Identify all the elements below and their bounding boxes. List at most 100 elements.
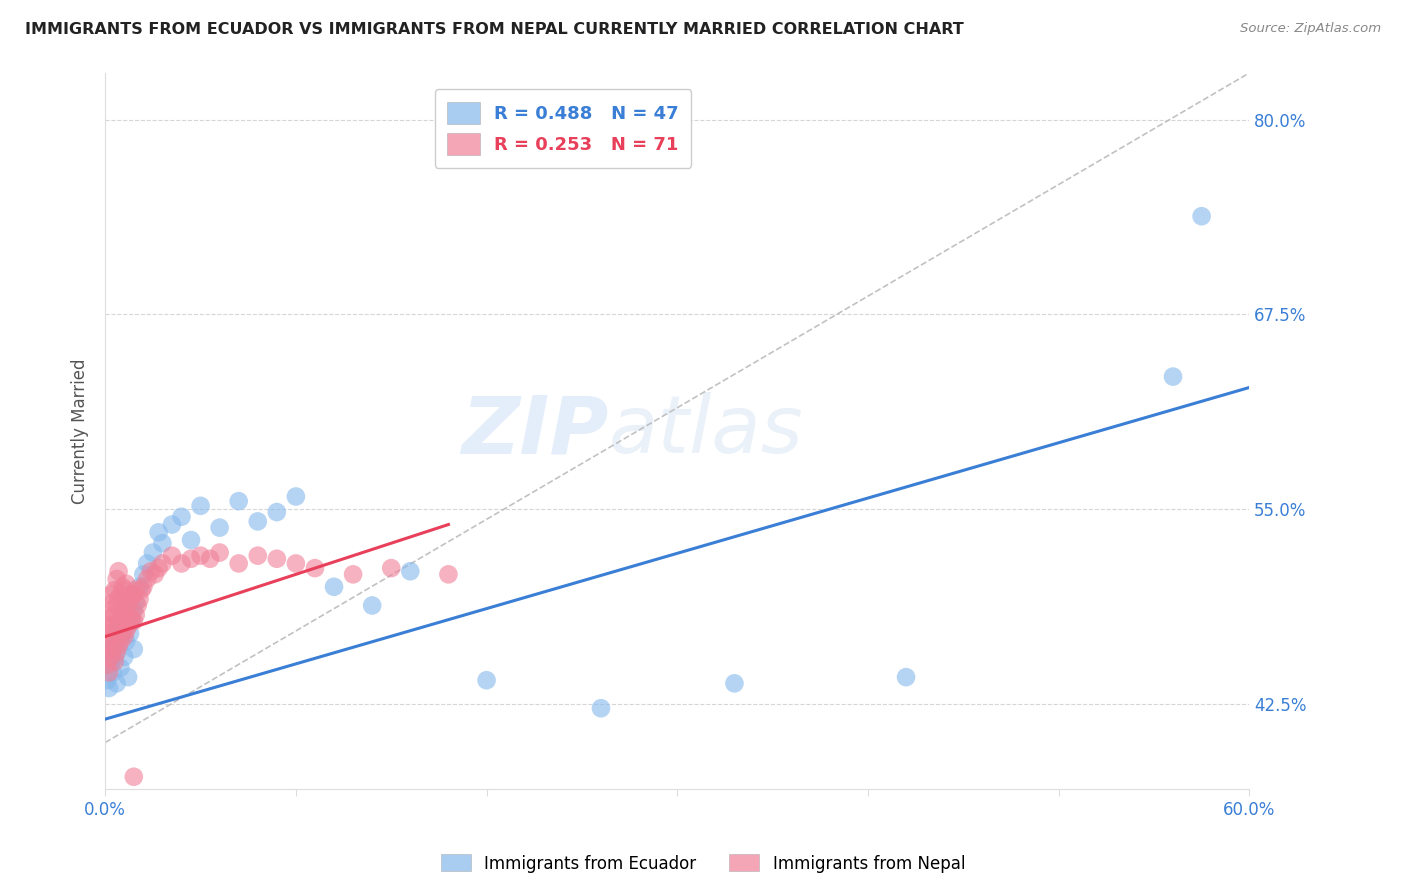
- Immigrants from Ecuador: [399, 564, 422, 578]
- Immigrants from Nepal: [98, 665, 121, 680]
- Immigrants from Nepal: [246, 549, 269, 563]
- Immigrants from Nepal: [284, 557, 307, 571]
- Immigrants from Ecuador: [323, 580, 346, 594]
- Immigrants from Nepal: [122, 614, 145, 628]
- Legend: Immigrants from Ecuador, Immigrants from Nepal: Immigrants from Ecuador, Immigrants from…: [434, 847, 972, 880]
- Immigrants from Nepal: [110, 588, 132, 602]
- Immigrants from Ecuador: [105, 676, 128, 690]
- Immigrants from Nepal: [100, 588, 122, 602]
- Immigrants from Nepal: [101, 618, 124, 632]
- Immigrants from Nepal: [117, 618, 139, 632]
- Immigrants from Ecuador: [105, 645, 128, 659]
- Immigrants from Ecuador: [110, 632, 132, 647]
- Immigrants from Nepal: [98, 611, 121, 625]
- Immigrants from Nepal: [180, 551, 202, 566]
- Immigrants from Nepal: [107, 592, 129, 607]
- Immigrants from Ecuador: [208, 521, 231, 535]
- Immigrants from Ecuador: [122, 642, 145, 657]
- Immigrants from Nepal: [190, 549, 212, 563]
- Immigrants from Ecuador: [136, 557, 159, 571]
- Immigrants from Nepal: [107, 614, 129, 628]
- Immigrants from Ecuador: [112, 649, 135, 664]
- Immigrants from Ecuador: [148, 525, 170, 540]
- Immigrants from Nepal: [101, 642, 124, 657]
- Immigrants from Ecuador: [723, 676, 745, 690]
- Legend: R = 0.488   N = 47, R = 0.253   N = 71: R = 0.488 N = 47, R = 0.253 N = 71: [434, 89, 692, 168]
- Immigrants from Nepal: [111, 603, 134, 617]
- Immigrants from Ecuador: [112, 618, 135, 632]
- Immigrants from Nepal: [111, 580, 134, 594]
- Immigrants from Ecuador: [122, 603, 145, 617]
- Immigrants from Ecuador: [117, 670, 139, 684]
- Immigrants from Ecuador: [170, 509, 193, 524]
- Immigrants from Ecuador: [180, 533, 202, 547]
- Immigrants from Nepal: [380, 561, 402, 575]
- Immigrants from Nepal: [125, 582, 148, 597]
- Immigrants from Nepal: [304, 561, 326, 575]
- Immigrants from Ecuador: [894, 670, 917, 684]
- Immigrants from Ecuador: [125, 595, 148, 609]
- Immigrants from Nepal: [112, 582, 135, 597]
- Immigrants from Ecuador: [121, 614, 143, 628]
- Immigrants from Nepal: [342, 567, 364, 582]
- Immigrants from Ecuador: [190, 499, 212, 513]
- Immigrants from Ecuador: [132, 567, 155, 582]
- Immigrants from Nepal: [105, 645, 128, 659]
- Immigrants from Nepal: [143, 567, 166, 582]
- Immigrants from Nepal: [125, 607, 148, 622]
- Immigrants from Nepal: [105, 599, 128, 613]
- Immigrants from Nepal: [105, 572, 128, 586]
- Immigrants from Nepal: [170, 557, 193, 571]
- Immigrants from Nepal: [98, 634, 121, 648]
- Text: atlas: atlas: [609, 392, 803, 470]
- Immigrants from Nepal: [139, 564, 162, 578]
- Immigrants from Nepal: [266, 551, 288, 566]
- Immigrants from Nepal: [100, 649, 122, 664]
- Immigrants from Ecuador: [104, 639, 127, 653]
- Immigrants from Nepal: [104, 655, 127, 669]
- Immigrants from Nepal: [160, 549, 183, 563]
- Immigrants from Ecuador: [104, 649, 127, 664]
- Immigrants from Ecuador: [100, 657, 122, 672]
- Immigrants from Ecuador: [117, 611, 139, 625]
- Immigrants from Nepal: [112, 630, 135, 644]
- Immigrants from Ecuador: [128, 580, 150, 594]
- Immigrants from Ecuador: [361, 599, 384, 613]
- Immigrants from Nepal: [121, 611, 143, 625]
- Immigrants from Nepal: [128, 592, 150, 607]
- Immigrants from Nepal: [96, 642, 118, 657]
- Immigrants from Nepal: [118, 592, 141, 607]
- Immigrants from Ecuador: [107, 626, 129, 640]
- Text: IMMIGRANTS FROM ECUADOR VS IMMIGRANTS FROM NEPAL CURRENTLY MARRIED CORRELATION C: IMMIGRANTS FROM ECUADOR VS IMMIGRANTS FR…: [25, 22, 965, 37]
- Immigrants from Nepal: [152, 557, 174, 571]
- Immigrants from Nepal: [110, 634, 132, 648]
- Immigrants from Nepal: [208, 545, 231, 559]
- Immigrants from Nepal: [148, 561, 170, 575]
- Immigrants from Ecuador: [101, 665, 124, 680]
- Immigrants from Nepal: [115, 576, 138, 591]
- Immigrants from Nepal: [131, 582, 153, 597]
- Immigrants from Nepal: [101, 595, 124, 609]
- Immigrants from Nepal: [122, 588, 145, 602]
- Immigrants from Nepal: [132, 580, 155, 594]
- Immigrants from Nepal: [136, 572, 159, 586]
- Immigrants from Ecuador: [266, 505, 288, 519]
- Immigrants from Nepal: [96, 618, 118, 632]
- Immigrants from Nepal: [104, 607, 127, 622]
- Immigrants from Nepal: [96, 657, 118, 672]
- Immigrants from Nepal: [198, 551, 221, 566]
- Text: Source: ZipAtlas.com: Source: ZipAtlas.com: [1240, 22, 1381, 36]
- Immigrants from Ecuador: [152, 536, 174, 550]
- Immigrants from Nepal: [117, 595, 139, 609]
- Immigrants from Ecuador: [111, 624, 134, 638]
- Immigrants from Nepal: [115, 624, 138, 638]
- Immigrants from Nepal: [110, 611, 132, 625]
- Immigrants from Nepal: [112, 607, 135, 622]
- Immigrants from Nepal: [104, 582, 127, 597]
- Immigrants from Ecuador: [228, 494, 250, 508]
- Immigrants from Ecuador: [284, 490, 307, 504]
- Immigrants from Ecuador: [118, 626, 141, 640]
- Immigrants from Ecuador: [246, 515, 269, 529]
- Immigrants from Nepal: [104, 630, 127, 644]
- Immigrants from Ecuador: [475, 673, 498, 688]
